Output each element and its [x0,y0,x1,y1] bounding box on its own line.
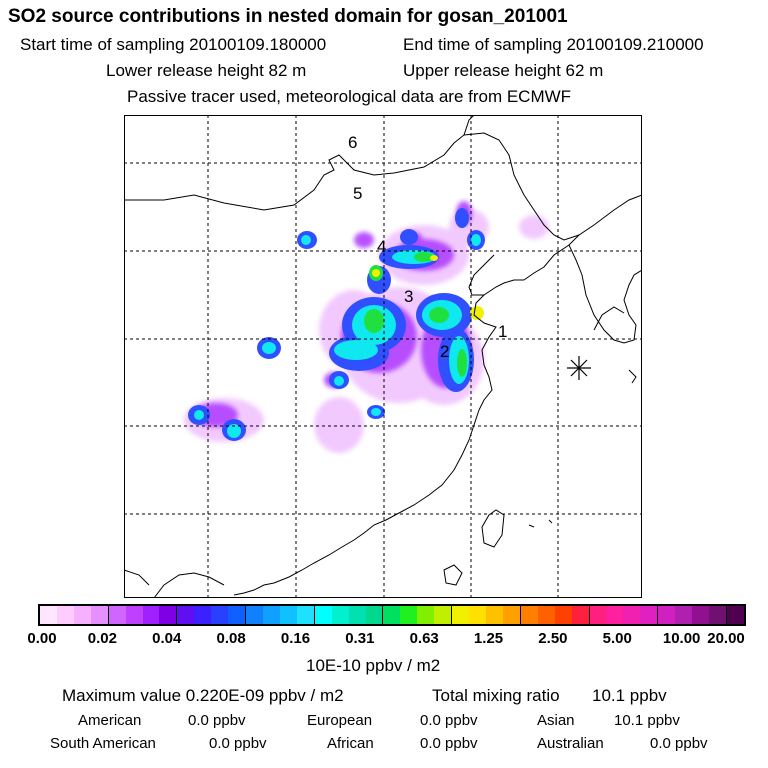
map-frame [124,115,642,598]
colorbar-tick-label: 10.00 [662,630,701,647]
colorbar-cell [90,606,108,624]
colorbar-tick-label: 0.08 [216,630,246,647]
colorbar-cell [382,606,401,624]
region-label-6: 6 [348,133,357,152]
colorbar-cell [245,606,263,624]
region-european-value: 0.0 ppbv [420,712,478,729]
colorbar-cell [657,606,676,624]
region-american-label: American [78,712,142,729]
colorbar-cell [40,606,57,624]
region-australian-value: 0.0 ppbv [650,735,708,752]
colorbar-cell [400,606,418,624]
map-title: SO2 source contributions in nested domai… [8,6,568,27]
colorbar-cell [469,606,486,624]
colorbar-tick-label: 0.63 [409,630,439,647]
colorbar-cell [725,606,744,624]
colorbar-cell [519,606,538,624]
colorbar-cell [73,606,91,624]
region-label-2: 2 [440,342,449,361]
concentration-field [184,201,549,453]
region-label-1: 1 [498,322,507,341]
colorbar-cell [159,606,177,624]
colorbar-cell [451,606,470,624]
colorbar-cell [331,606,349,624]
region-label-5: 5 [353,184,362,203]
map-panel: 1 2 3 4 5 6 [124,115,642,598]
colorbar-cell [588,606,607,624]
colorbar-cell [485,606,503,624]
colorbar-cell [692,606,709,624]
start-time: Start time of sampling 20100109.180000 [20,35,327,54]
region-european-label: European [307,712,373,729]
region-label-4: 4 [377,237,386,256]
colorbar-cell [194,606,212,624]
colorbar-tick-label: 1.25 [473,630,504,647]
colorbar-cell [142,606,160,624]
region-label-3: 3 [404,287,413,306]
colorbar-cell [279,606,297,624]
colorbar-tick-label: 0.16 [280,630,311,647]
colorbar-cell [348,606,366,624]
colorbar [38,604,746,626]
colorbar-cell [228,606,246,624]
region-south-american-label: South American [50,735,156,752]
colorbar-cell [537,606,555,624]
lower-release-height: Lower release height 82 m [106,61,307,80]
colorbar-ticks: 0.00 0.02 0.04 0.08 0.16 0.31 0.63 1.25 2.50 5.00… [0,630,768,650]
upper-release-height: Upper release height 62 m [403,61,604,80]
colorbar-cell [606,606,624,624]
colorbar-cell [502,606,520,624]
colorbar-tick-label: 0.00 [27,630,57,647]
colorbar-cell [365,606,383,624]
lat-lon-grid [124,115,642,598]
colorbar-cell [554,606,572,624]
colorbar-cell [675,606,693,624]
region-african-label: African [327,735,374,752]
region-american-value: 0.0 ppbv [188,712,246,729]
colorbar-cell [125,606,143,624]
colorbar-cell [262,606,280,624]
tracer-note: Passive tracer used, meteorological data… [127,87,572,106]
colorbar-tick-label: 20.00 [707,630,745,647]
colorbar-cell [417,606,435,624]
coastlines [124,115,642,598]
region-african-value: 0.0 ppbv [420,735,478,752]
colorbar-tick-label: 2.50 [538,630,568,647]
colorbar-cell [211,606,229,624]
colorbar-cell [571,606,589,624]
colorbar-unit: 10E-10 ppbv / m2 [306,656,441,675]
colorbar-tick-label: 0.02 [87,630,117,647]
total-mixing-ratio-value: 10.1 ppbv [592,686,667,705]
region-south-american-value: 0.0 ppbv [209,735,267,752]
colorbar-cell [176,606,195,624]
end-time: End time of sampling 20100109.210000 [403,35,704,54]
colorbar-cell [296,606,314,624]
region-asian-value: 10.1 ppbv [614,712,680,729]
region-australian-label: Australian [537,735,604,752]
colorbar-tick-label: 0.04 [152,630,182,647]
colorbar-tick-label: 5.00 [602,630,632,647]
map-canvas: 1 2 3 4 5 6 [124,115,642,598]
colorbar-cell [107,606,126,624]
total-mixing-ratio-label: Total mixing ratio [432,686,560,705]
region-asian-label: Asian [537,712,575,729]
receptor-star-icon [567,356,591,380]
colorbar-tick-label: 0.31 [345,630,375,647]
colorbar-cell [56,606,74,624]
colorbar-cell [313,606,332,624]
colorbar-cell [708,606,726,624]
colorbar-cell [623,606,641,624]
colorbar-cell [434,606,452,624]
colorbar-cell [640,606,658,624]
maximum-value: Maximum value 0.220E-09 ppbv / m2 [62,686,344,705]
